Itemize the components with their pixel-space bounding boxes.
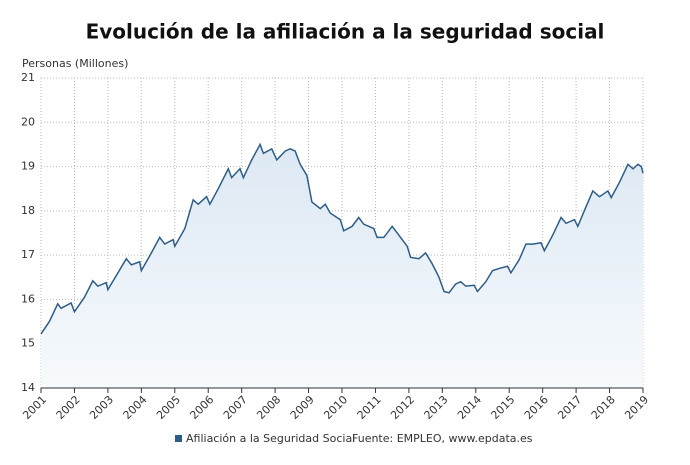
y-tick-label: 16	[21, 292, 35, 305]
x-tick-label: 2006	[187, 393, 216, 422]
x-tick-label: 2003	[87, 393, 116, 422]
y-tick-label: 19	[21, 160, 35, 173]
legend-swatch	[175, 435, 182, 442]
y-tick-label: 14	[21, 381, 35, 394]
x-tick-label: 2012	[388, 393, 417, 422]
x-tick-label: 2018	[589, 393, 618, 422]
x-tick-label: 2002	[54, 393, 83, 422]
y-tick-label: 20	[21, 115, 35, 128]
y-tick-label: 18	[21, 204, 35, 217]
area	[41, 144, 643, 388]
x-tick-label: 2005	[154, 393, 183, 422]
line	[40, 142, 644, 335]
legend-label: Afiliación a la Seguridad Social	[186, 432, 355, 445]
source: Fuente: EMPLEO, www.epdata.es	[352, 432, 533, 445]
x-tick-label: 2013	[422, 393, 451, 422]
x-tick-label: 2007	[221, 393, 250, 422]
x-tick-label: 2014	[455, 393, 484, 422]
y-tick-label: 21	[21, 71, 35, 84]
x-tick-label: 2016	[522, 393, 551, 422]
y-axis-label: Personas (Millones)	[22, 57, 128, 70]
x-tick-label: 2010	[321, 393, 350, 422]
x-tick-label: 2011	[355, 393, 384, 422]
x-tick-label: 2004	[121, 393, 150, 422]
x-tick-label: 2001	[20, 393, 49, 422]
y-tick-label: 15	[21, 337, 35, 350]
x-tick-label: 2008	[254, 393, 283, 422]
x-tick-label: 2015	[488, 393, 517, 422]
x-tick-label: 2017	[555, 393, 584, 422]
chart-title: Evolución de la afiliación a la segurida…	[86, 20, 605, 44]
x-tick-label: 2019	[622, 393, 651, 422]
y-tick-label: 17	[21, 248, 35, 261]
x-tick-label: 2009	[288, 393, 317, 422]
